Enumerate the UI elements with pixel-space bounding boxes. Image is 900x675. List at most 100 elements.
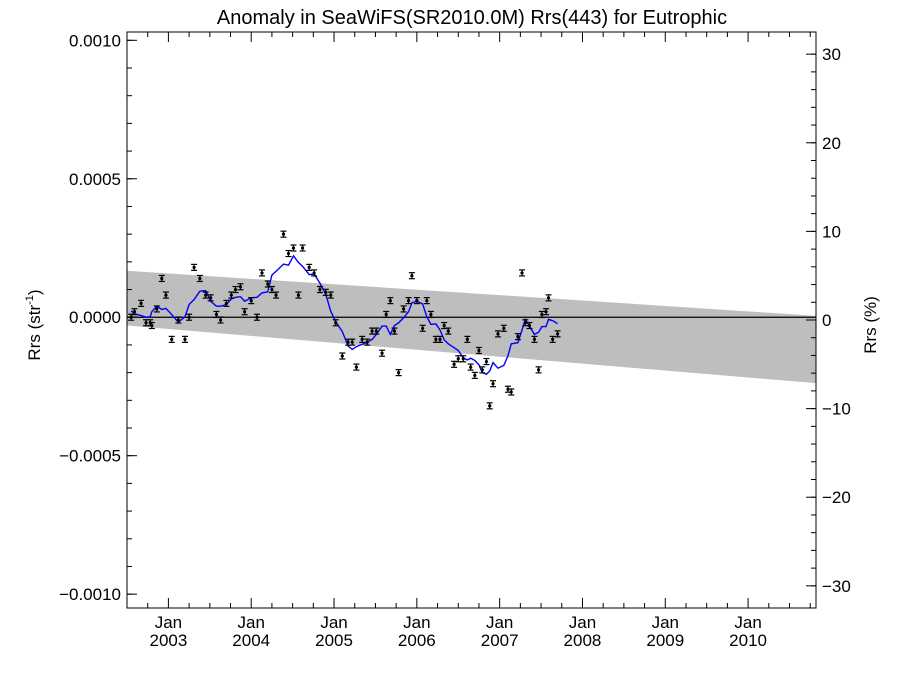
data-point bbox=[241, 308, 248, 316]
y-left-tick-label: −0.0010 bbox=[59, 585, 121, 604]
y-right-tick-label: −10 bbox=[822, 400, 851, 419]
data-point bbox=[383, 310, 390, 319]
data-point bbox=[364, 338, 371, 346]
data-point bbox=[353, 363, 360, 371]
x-tick-label-month: Jan bbox=[238, 613, 265, 632]
data-point bbox=[186, 313, 193, 321]
data-point bbox=[299, 244, 306, 252]
plot-area bbox=[127, 230, 816, 410]
data-point bbox=[207, 294, 214, 302]
x-tick-label-month: Jan bbox=[569, 613, 596, 632]
y-right-tick-label: 30 bbox=[822, 45, 841, 64]
y-left-tick-label: −0.0005 bbox=[59, 447, 121, 466]
smoothed-series-line bbox=[130, 254, 558, 376]
data-point bbox=[162, 291, 169, 299]
data-point bbox=[322, 288, 329, 296]
x-tick-label-year: 2003 bbox=[149, 631, 187, 650]
y-axis-left-label: Rrs (str-1) bbox=[24, 289, 44, 360]
x-tick-label-year: 2009 bbox=[646, 631, 684, 650]
data-point bbox=[427, 310, 434, 319]
data-point bbox=[168, 335, 175, 343]
data-point bbox=[413, 297, 420, 305]
data-point bbox=[181, 335, 188, 343]
data-point bbox=[445, 327, 452, 335]
data-point bbox=[196, 274, 203, 283]
data-point bbox=[254, 313, 261, 321]
data-point bbox=[258, 269, 265, 277]
y-left-tick-label: 0.0010 bbox=[69, 31, 121, 50]
data-point bbox=[237, 283, 244, 291]
data-point bbox=[500, 324, 507, 332]
data-point bbox=[387, 297, 394, 305]
data-point bbox=[217, 316, 224, 324]
data-point bbox=[554, 330, 561, 338]
data-point bbox=[464, 335, 471, 343]
data-point bbox=[486, 402, 493, 410]
data-point bbox=[273, 291, 280, 299]
data-point bbox=[248, 297, 255, 305]
data-point bbox=[479, 366, 486, 374]
x-tick-label-month: Jan bbox=[155, 613, 182, 632]
data-point bbox=[232, 285, 239, 294]
data-point bbox=[531, 335, 538, 343]
x-tick-label-year: 2007 bbox=[481, 631, 519, 650]
data-point bbox=[202, 291, 209, 299]
data-point bbox=[373, 327, 380, 335]
data-point bbox=[158, 274, 165, 283]
data-point bbox=[131, 308, 138, 316]
x-tick-label-year: 2010 bbox=[729, 631, 767, 650]
data-point bbox=[400, 305, 407, 313]
data-point bbox=[483, 357, 490, 366]
data-point bbox=[290, 244, 297, 252]
data-point bbox=[508, 388, 515, 396]
data-point bbox=[522, 319, 529, 327]
data-point bbox=[519, 269, 526, 277]
data-point bbox=[475, 346, 482, 355]
data-point bbox=[526, 321, 533, 330]
data-point bbox=[359, 335, 366, 343]
data-point bbox=[175, 316, 182, 324]
data-point bbox=[311, 269, 318, 277]
data-point bbox=[316, 285, 323, 294]
data-point bbox=[379, 349, 386, 357]
data-point bbox=[295, 291, 302, 299]
data-point bbox=[213, 310, 220, 319]
data-point bbox=[538, 310, 545, 319]
data-point bbox=[153, 305, 160, 313]
data-point bbox=[495, 330, 501, 338]
data-point bbox=[535, 366, 542, 374]
y-left-tick-label: 0.0000 bbox=[69, 308, 121, 327]
x-tick-label-year: 2008 bbox=[564, 631, 602, 650]
data-point bbox=[349, 338, 356, 346]
x-tick-label-month: Jan bbox=[486, 613, 513, 632]
data-point bbox=[332, 319, 339, 327]
data-point bbox=[191, 263, 198, 271]
y-right-tick-label: 10 bbox=[822, 222, 841, 241]
chart-title: Anomaly in SeaWiFS(SR2010.0M) Rrs(443) f… bbox=[217, 7, 727, 29]
data-point bbox=[138, 299, 145, 307]
axes: 0.00100.00050.0000−0.0005−0.00103020100−… bbox=[59, 31, 851, 650]
data-point bbox=[514, 333, 521, 341]
y-right-tick-label: 20 bbox=[822, 134, 841, 153]
data-point bbox=[545, 294, 552, 302]
trend-band bbox=[127, 270, 816, 384]
data-point bbox=[280, 230, 287, 238]
data-point bbox=[148, 321, 155, 330]
x-tick-label-year: 2006 bbox=[398, 631, 436, 650]
data-point bbox=[490, 380, 497, 388]
data-point bbox=[471, 371, 478, 379]
data-point bbox=[437, 335, 444, 343]
y-right-tick-label: −30 bbox=[822, 577, 851, 596]
x-tick-label-month: Jan bbox=[320, 613, 347, 632]
data-point bbox=[408, 272, 415, 280]
x-tick-label-year: 2004 bbox=[232, 631, 270, 650]
x-tick-label-month: Jan bbox=[734, 613, 761, 632]
data-point bbox=[419, 324, 426, 332]
y-left-tick-label: 0.0005 bbox=[69, 170, 121, 189]
x-tick-label-month: Jan bbox=[652, 613, 679, 632]
y-axis-right-label: Rrs (%) bbox=[861, 296, 880, 354]
y-right-tick-label: 0 bbox=[822, 311, 831, 330]
data-point bbox=[395, 369, 402, 377]
y-right-tick-label: −20 bbox=[822, 488, 851, 507]
